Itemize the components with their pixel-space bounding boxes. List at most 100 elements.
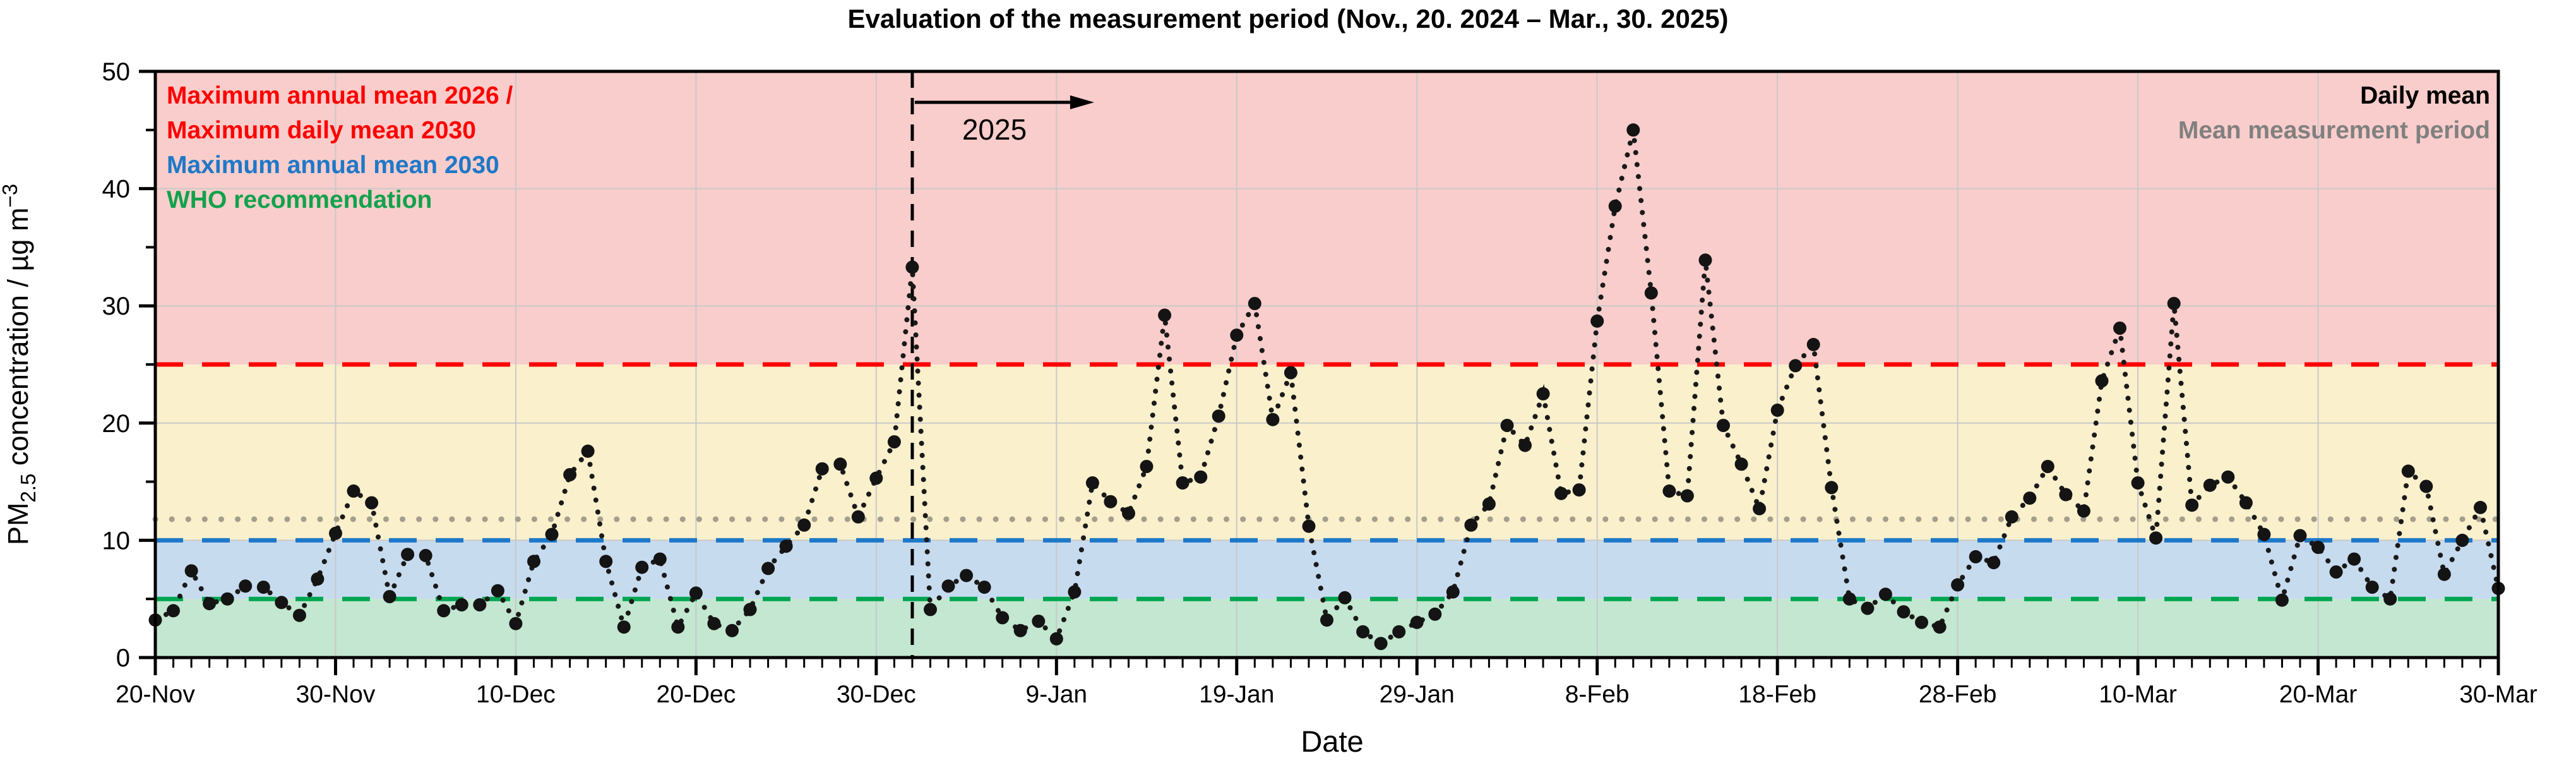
data-point: [1698, 253, 1712, 267]
legend-daily-mean: Daily mean: [2360, 82, 2490, 109]
data-point: [2239, 496, 2253, 510]
data-point: [1770, 403, 1784, 417]
data-point: [2005, 510, 2018, 524]
data-point: [1392, 625, 1406, 639]
band-between-10-and-25: [155, 364, 2498, 541]
data-point: [1482, 497, 1496, 511]
x-tick-label: 9-Jan: [1026, 681, 1088, 708]
data-point: [833, 457, 847, 471]
data-point: [2203, 478, 2217, 492]
data-point: [1428, 607, 1442, 621]
data-point: [1572, 483, 1586, 497]
x-tick-label: 28-Feb: [1919, 681, 1997, 708]
data-point: [707, 617, 721, 630]
data-point: [869, 471, 883, 485]
data-point: [1878, 587, 1892, 601]
reference-lines: [152, 362, 2501, 601]
data-point: [1536, 387, 1550, 400]
data-point: [761, 562, 775, 575]
data-point: [1338, 591, 1352, 605]
data-point: [1446, 585, 1460, 599]
data-point: [1176, 476, 1190, 490]
data-point: [689, 586, 703, 600]
data-point: [1464, 518, 1478, 532]
data-point: [220, 592, 234, 606]
data-point: [1554, 486, 1568, 500]
data-point: [1104, 495, 1118, 508]
axis-tick-labels: 0 10 20 30 40 50 20-Nov 30-Nov 10-Dec 20-Dec 30-De…: [102, 58, 2537, 708]
data-point: [653, 552, 667, 566]
x-tick-label: 29-Jan: [1380, 681, 1455, 708]
data-point: [2419, 479, 2433, 493]
legend-who-recommendation: WHO recommendation: [167, 186, 432, 214]
chart-title: Evaluation of the measurement period (No…: [847, 4, 1729, 33]
data-point: [1662, 484, 1676, 498]
data-point: [1049, 632, 1063, 646]
data-point: [1825, 481, 1839, 495]
legend-max-daily-2030: Maximum daily mean 2030: [167, 117, 476, 144]
data-point: [329, 526, 342, 540]
data-point: [1410, 615, 1424, 629]
data-point: [743, 603, 757, 617]
data-point: [1013, 623, 1027, 637]
x-tick-label: 19-Jan: [1199, 681, 1274, 708]
data-point: [1969, 550, 1983, 563]
x-tick-label: 10-Dec: [476, 681, 556, 708]
data-point: [1933, 620, 1947, 634]
data-point: [1356, 625, 1370, 639]
x-tick-label: 30-Dec: [837, 681, 916, 708]
data-point: [167, 604, 180, 618]
data-point: [1608, 199, 1622, 213]
data-point: [1266, 412, 1280, 426]
data-point: [1320, 613, 1333, 627]
x-tick-label: 20-Mar: [2279, 681, 2358, 708]
data-point: [2474, 500, 2487, 514]
data-point: [455, 598, 468, 611]
data-point: [2347, 552, 2361, 566]
legend-max-annual-2026: Maximum annual mean 2026 /: [167, 82, 513, 109]
data-point: [563, 468, 577, 481]
data-point: [996, 611, 1010, 625]
series-legend: Daily mean Mean measurement period: [2178, 78, 2490, 148]
data-point: [2437, 567, 2451, 581]
data-point: [1861, 601, 1875, 615]
data-point: [419, 549, 432, 562]
data-point: [545, 527, 559, 541]
band-between-5-and-10: [155, 540, 2498, 599]
y-tick-label: 50: [102, 58, 131, 86]
data-point: [2023, 491, 2037, 505]
data-point: [2383, 592, 2397, 606]
data-point: [2401, 464, 2415, 478]
data-point: [815, 462, 829, 476]
band-above-daily-limit: [155, 71, 2498, 364]
data-point: [311, 572, 325, 586]
data-point: [1753, 502, 1767, 515]
band-below-who: [155, 599, 2498, 658]
data-point: [2077, 504, 2090, 518]
y-tick-label: 0: [116, 644, 130, 672]
data-point: [383, 590, 397, 603]
data-point: [2041, 460, 2054, 473]
data-point: [1158, 308, 1172, 322]
y-axis-title: PM2.5 concentration / µg m−3: [0, 184, 40, 545]
data-point: [2167, 297, 2181, 310]
data-point: [1230, 328, 1244, 342]
data-point: [527, 555, 540, 568]
data-point: [1374, 637, 1388, 651]
data-point: [2113, 322, 2126, 335]
y-axis-title-text: PM2.5 concentration / µg m−3: [0, 184, 40, 545]
background-bands: [155, 71, 2498, 658]
data-point: [635, 560, 649, 574]
x-tick-label: 8-Feb: [1565, 681, 1630, 708]
data-point: [184, 564, 198, 578]
data-point: [347, 484, 361, 498]
data-point: [292, 608, 306, 622]
x-tick-label: 10-Mar: [2099, 681, 2177, 708]
data-point: [1068, 585, 1082, 599]
year-divider-line: [910, 71, 1094, 658]
data-point: [941, 579, 955, 593]
legend-mean-measurement-period: Mean measurement period: [2178, 117, 2490, 144]
data-point: [1140, 460, 1154, 473]
